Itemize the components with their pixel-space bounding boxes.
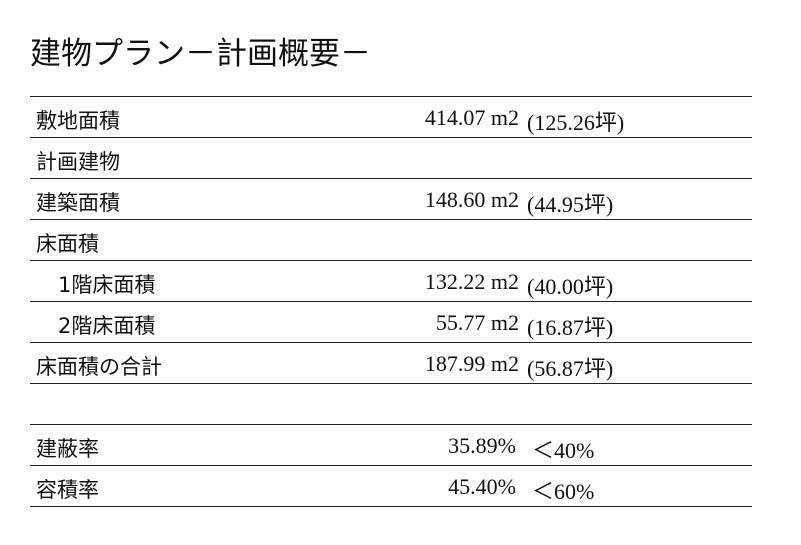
title: 建物プラン－計画概要－ [30,36,371,72]
row-note: ＜60% [532,479,595,504]
table-row: 2階床面積 55.77 m2 (16.87坪) [30,302,752,343]
row-note: (125.26坪) [527,110,625,135]
row-value: 187.99 m2 [424,351,519,376]
row-value: 132.22 m2 [424,269,519,294]
row-note: (16.87坪) [527,315,614,340]
row-value: 55.77 m2 [435,310,519,335]
row-label: 1階床面積 [58,273,156,297]
plan-table: 敷地面積 414.07 m2 (125.26坪) 計画建物建築面積 148.60 m2 (… [30,96,752,507]
row-note: (56.87坪) [527,356,614,381]
row-label: 建蔽率 [36,437,99,461]
table-row: 敷地面積 414.07 m2 (125.26坪) [30,97,752,138]
row-label: 床面積 [36,232,99,256]
table-row: 計画建物 [30,138,752,179]
table-row: 容積率 45.40% ＜60% [30,466,752,507]
row-label: 敷地面積 [36,109,120,133]
row-label: 建築面積 [36,191,120,215]
table-row: 1階床面積 132.22 m2 (40.00坪) [30,261,752,302]
row-label: 計画建物 [36,150,120,174]
table-row: 床面積の合計 187.99 m2 (56.87坪) [30,343,752,384]
row-value: 45.40% [448,474,516,499]
table-row: 床面積 [30,220,752,261]
spacer-row [30,384,752,425]
row-note: (44.95坪) [527,192,614,217]
row-note: ＜40% [532,438,595,463]
row-label: 容積率 [36,478,99,502]
row-value: 35.89% [448,433,516,458]
row-value: 148.60 m2 [424,187,519,212]
row-note: (40.00坪) [527,274,614,299]
row-label: 床面積の合計 [36,355,162,379]
row-label: 2階床面積 [58,314,156,338]
table-row: 建築面積 148.60 m2 (44.95坪) [30,179,752,220]
row-value: 414.07 m2 [424,105,519,130]
table-row: 建蔽率 35.89% ＜40% [30,425,752,466]
